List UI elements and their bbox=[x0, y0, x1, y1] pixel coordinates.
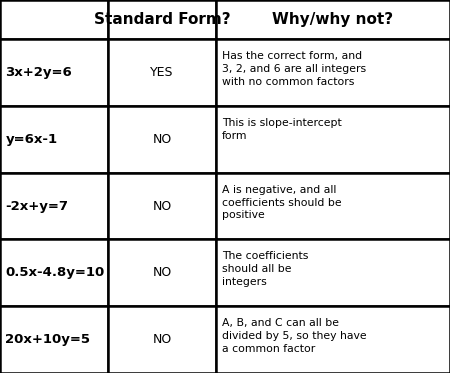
Bar bbox=[216, 239, 450, 306]
Bar bbox=[216, 0, 450, 39]
Bar bbox=[108, 0, 216, 39]
Text: 3x+2y=6: 3x+2y=6 bbox=[5, 66, 72, 79]
Bar bbox=[0, 239, 108, 306]
Text: The coefficients
should all be
integers: The coefficients should all be integers bbox=[222, 251, 309, 287]
Text: Why/why not?: Why/why not? bbox=[272, 12, 394, 27]
Text: This is slope-intercept
form: This is slope-intercept form bbox=[222, 118, 342, 141]
Text: -2x+y=7: -2x+y=7 bbox=[5, 200, 68, 213]
Bar bbox=[216, 173, 450, 239]
Bar bbox=[216, 39, 450, 106]
Text: NO: NO bbox=[153, 266, 171, 279]
Bar bbox=[216, 306, 450, 373]
Text: YES: YES bbox=[150, 66, 174, 79]
Text: NO: NO bbox=[153, 200, 171, 213]
Bar bbox=[108, 39, 216, 106]
Bar bbox=[216, 106, 450, 173]
Bar bbox=[108, 306, 216, 373]
Bar bbox=[0, 0, 108, 39]
Text: Has the correct form, and
3, 2, and 6 are all integers
with no common factors: Has the correct form, and 3, 2, and 6 ar… bbox=[222, 51, 366, 87]
Text: NO: NO bbox=[153, 133, 171, 146]
Bar bbox=[108, 239, 216, 306]
Text: Standard Form?: Standard Form? bbox=[94, 12, 230, 27]
Text: y=6x-1: y=6x-1 bbox=[5, 133, 58, 146]
Text: A, B, and C can all be
divided by 5, so they have
a common factor: A, B, and C can all be divided by 5, so … bbox=[222, 318, 367, 354]
Bar bbox=[108, 106, 216, 173]
Bar bbox=[108, 173, 216, 239]
Text: 0.5x-4.8y=10: 0.5x-4.8y=10 bbox=[5, 266, 105, 279]
Text: NO: NO bbox=[153, 333, 171, 346]
Bar bbox=[0, 39, 108, 106]
Text: A is negative, and all
coefficients should be
positive: A is negative, and all coefficients shou… bbox=[222, 185, 342, 220]
Text: 20x+10y=5: 20x+10y=5 bbox=[5, 333, 90, 346]
Bar bbox=[0, 306, 108, 373]
Bar bbox=[0, 173, 108, 239]
Bar bbox=[0, 106, 108, 173]
